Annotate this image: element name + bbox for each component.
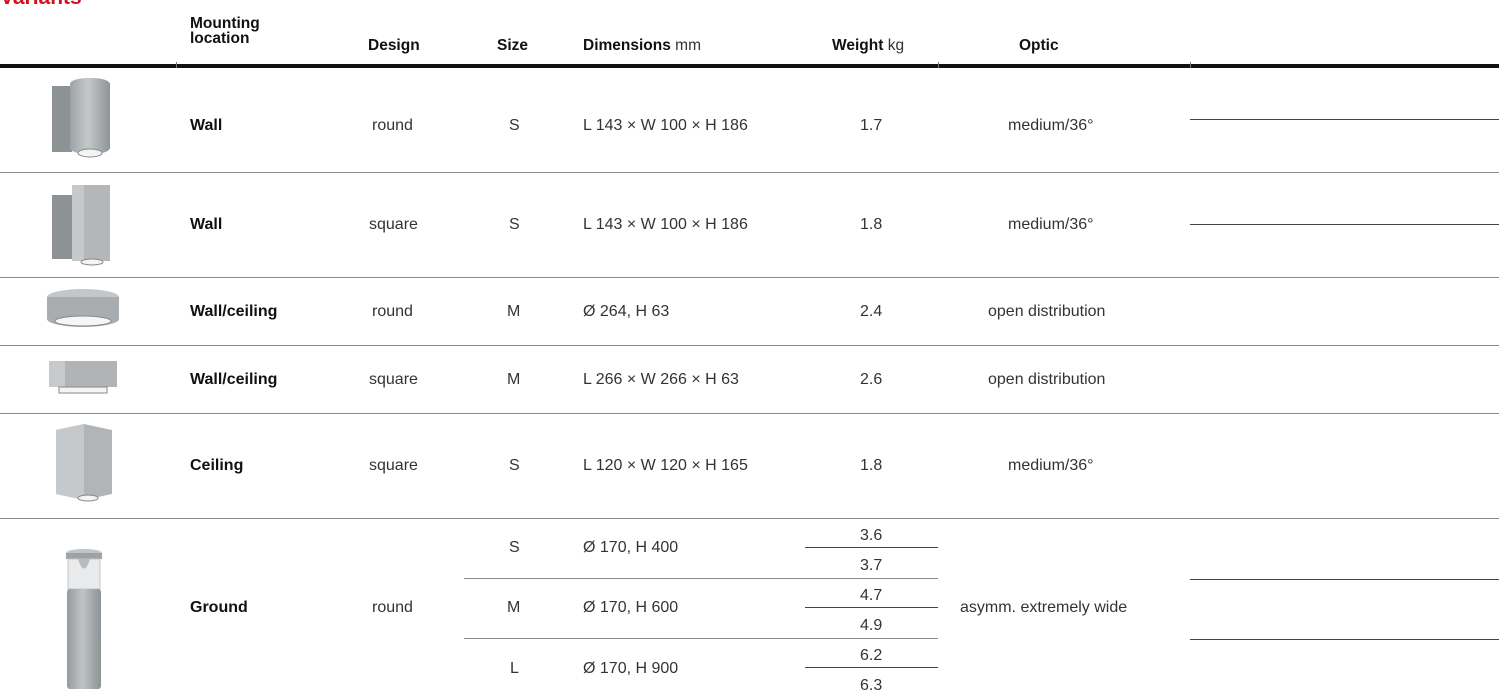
header-optic: Optic (1019, 37, 1059, 54)
column-divider (1190, 62, 1191, 68)
weight-cell: 4.7 (860, 587, 883, 604)
optic-cell: asymm. extremely wide (960, 599, 1128, 616)
dimensions-cell: L 120 × W 120 × H 165 (583, 457, 748, 474)
size-divider (464, 638, 938, 639)
optic-cell: medium/36° (1008, 117, 1094, 134)
dimensions-cell: Ø 170, H 900 (583, 660, 679, 677)
size-cell: L (510, 660, 519, 677)
dimensions-cell: Ø 170, H 600 (583, 599, 679, 616)
row-divider (0, 345, 1499, 346)
header-dimensions: Dimensions mm (583, 37, 701, 54)
mounting-cell: Wall/ceiling (190, 371, 278, 388)
ceiling-square-luminaire-icon (45, 357, 121, 406)
wall-round-luminaire-icon (50, 76, 114, 165)
size-cell: M (507, 303, 521, 320)
row-divider (0, 413, 1499, 414)
weight-cell: 4.9 (860, 617, 883, 634)
header-size: Size (497, 37, 529, 54)
weight-cell: 1.7 (860, 117, 883, 134)
section-title: Variants (0, 0, 82, 10)
ceiling-round-luminaire-icon (45, 287, 121, 338)
row-divider (0, 518, 1499, 519)
weight-cell: 1.8 (860, 216, 883, 233)
weight-divider (805, 547, 938, 548)
design-cell: round (372, 303, 413, 320)
weight-cell: 1.8 (860, 457, 883, 474)
mounting-cell: Wall/ceiling (190, 303, 278, 320)
mounting-cell: Wall (190, 117, 223, 134)
optic-cell: open distribution (988, 303, 1106, 320)
weight-cell: 2.6 (860, 371, 883, 388)
size-divider (464, 578, 938, 579)
header-weight: Weight kg (832, 37, 905, 54)
mounting-cell: Ground (190, 599, 248, 616)
size-cell: S (509, 117, 520, 134)
wall-square-luminaire-icon (50, 181, 114, 272)
weight-cell: 3.7 (860, 557, 883, 574)
optic-cell: medium/36° (1008, 216, 1094, 233)
size-cell: M (507, 599, 521, 616)
design-cell: square (369, 216, 418, 233)
weight-cell: 6.3 (860, 677, 883, 694)
design-cell: square (369, 371, 418, 388)
design-cell: round (372, 599, 413, 616)
size-cell: S (509, 457, 520, 474)
weight-divider (805, 667, 938, 668)
optic-cell: medium/36° (1008, 457, 1094, 474)
weight-cell: 3.6 (860, 527, 883, 544)
size-cell: S (509, 216, 520, 233)
mounting-cell: Ceiling (190, 457, 244, 474)
header-rule (0, 64, 1499, 68)
row-divider (0, 172, 1499, 173)
column-divider (938, 62, 939, 68)
header-design: Design (368, 37, 420, 54)
size-cell: M (507, 371, 521, 388)
optic-extra-rule (1190, 119, 1499, 120)
optic-extra-rule (1190, 639, 1499, 640)
header-mounting-location: Mounting location (190, 15, 260, 47)
design-cell: square (369, 457, 418, 474)
weight-cell: 6.2 (860, 647, 883, 664)
weight-divider (805, 607, 938, 608)
optic-extra-rule (1190, 579, 1499, 580)
dimensions-cell: L 143 × W 100 × H 186 (583, 216, 748, 233)
design-cell: round (372, 117, 413, 134)
ceiling-square-downlight-icon (50, 424, 116, 511)
optic-cell: open distribution (988, 371, 1106, 388)
dimensions-cell: L 143 × W 100 × H 186 (583, 117, 748, 134)
bollard-luminaire-icon (62, 548, 106, 697)
row-divider (0, 277, 1499, 278)
dimensions-cell: Ø 264, H 63 (583, 303, 670, 320)
dimensions-cell: Ø 170, H 400 (583, 539, 679, 556)
column-divider (176, 62, 177, 68)
size-cell: S (509, 539, 520, 556)
weight-cell: 2.4 (860, 303, 883, 320)
optic-extra-rule (1190, 224, 1499, 225)
dimensions-cell: L 266 × W 266 × H 63 (583, 371, 739, 388)
mounting-cell: Wall (190, 216, 223, 233)
